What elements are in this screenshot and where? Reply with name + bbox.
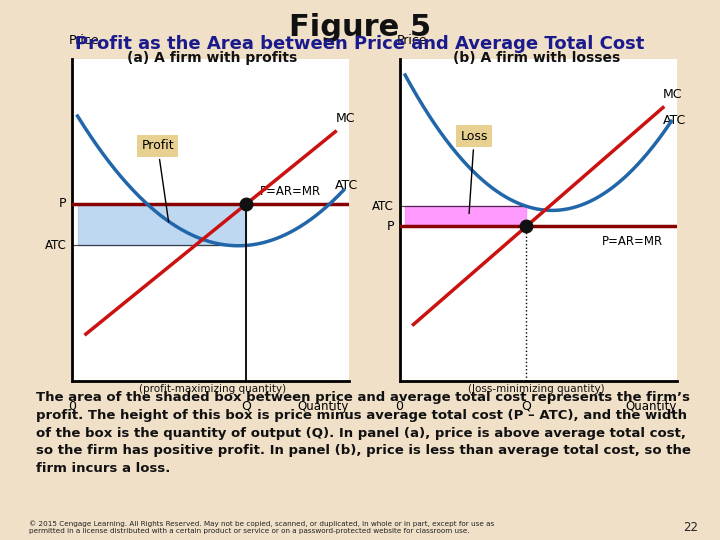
Text: Price: Price [397, 33, 428, 46]
Text: (a) A firm with profits: (a) A firm with profits [127, 51, 297, 65]
Text: Figure 5: Figure 5 [289, 14, 431, 43]
Text: Price: Price [69, 33, 100, 46]
Text: 22: 22 [683, 521, 698, 534]
Text: Loss: Loss [461, 130, 488, 214]
Text: P: P [387, 220, 394, 233]
Text: MC: MC [336, 112, 355, 125]
Text: ATC: ATC [45, 239, 66, 252]
Text: (b) A firm with losses: (b) A firm with losses [453, 51, 620, 65]
Text: ATC: ATC [336, 179, 359, 192]
Text: P=AR=MR: P=AR=MR [261, 185, 322, 198]
Text: Q: Q [521, 400, 531, 413]
Text: (loss-minimizing quantity): (loss-minimizing quantity) [468, 384, 605, 395]
Text: Q: Q [241, 400, 251, 413]
Text: 0: 0 [68, 400, 76, 413]
Text: Quantity: Quantity [298, 400, 349, 413]
Text: P: P [59, 198, 66, 211]
Text: P=AR=MR: P=AR=MR [602, 234, 663, 247]
Text: (profit-maximizing quantity): (profit-maximizing quantity) [139, 384, 286, 395]
Text: MC: MC [663, 88, 683, 101]
Text: ATC: ATC [663, 114, 686, 127]
Text: Quantity: Quantity [626, 400, 677, 413]
Text: Profit: Profit [141, 139, 174, 222]
Text: The area of the shaded box between price and average total cost represents the f: The area of the shaded box between price… [36, 392, 691, 475]
Text: Profit as the Area between Price and Average Total Cost: Profit as the Area between Price and Ave… [76, 35, 644, 53]
Text: © 2015 Cengage Learning. All Rights Reserved. May not be copied, scanned, or dup: © 2015 Cengage Learning. All Rights Rese… [29, 520, 494, 534]
Text: ATC: ATC [372, 200, 394, 213]
Text: 0: 0 [395, 400, 404, 413]
